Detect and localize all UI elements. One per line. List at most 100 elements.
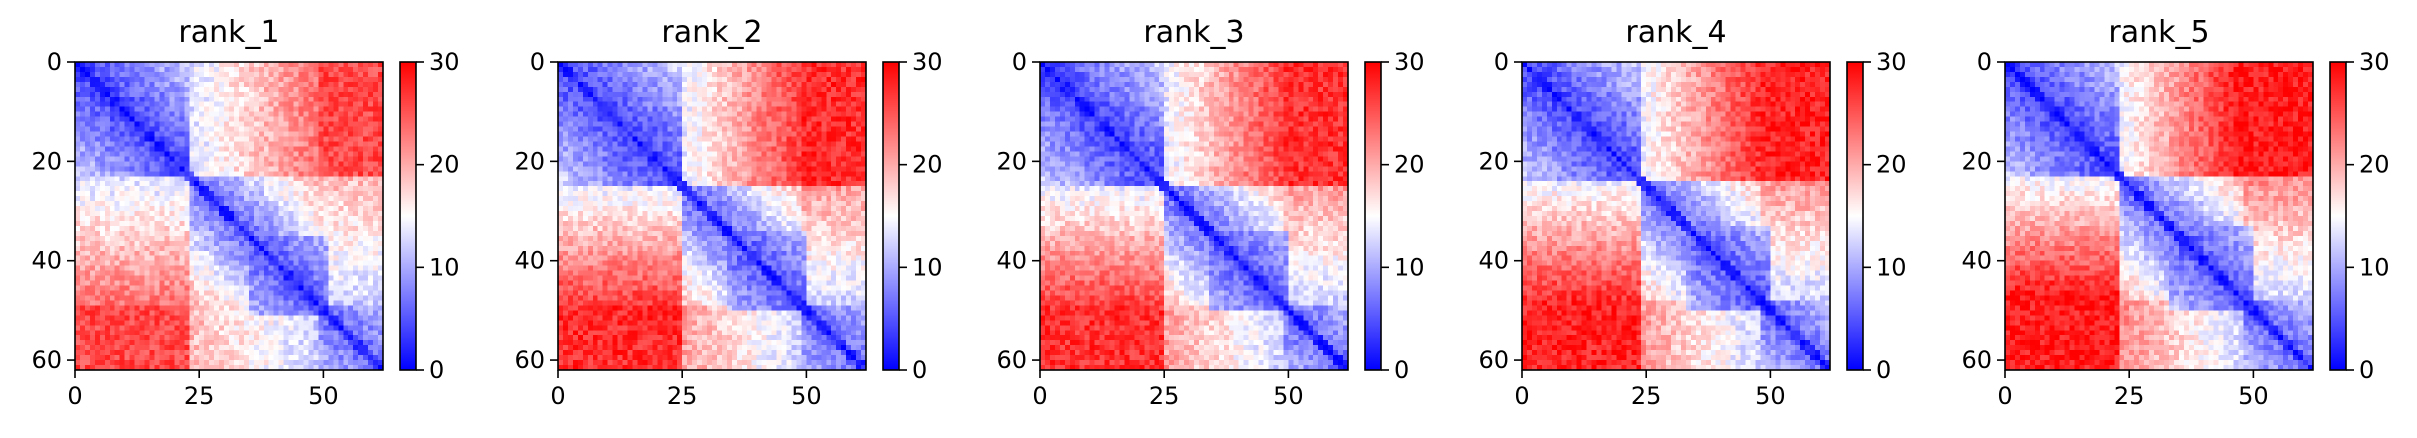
heatmap-cell [308,62,315,68]
heatmap-cell [209,91,215,98]
heatmap-cell [801,106,807,113]
heatmap-cell [194,126,200,133]
heatmap-cell [194,310,200,316]
heatmap-cell [109,161,116,167]
heatmap-cell [134,305,141,311]
heatmap-cell [243,211,250,217]
heatmap-cell [258,225,265,232]
heatmap-cell [582,136,589,143]
heatmap-cell [84,350,91,356]
heatmap-cell [238,126,245,133]
heatmap-cell [149,315,156,321]
heatmap-cell [657,131,663,138]
heatmap-cell [726,76,733,83]
heatmap-cell [348,151,354,157]
heatmap-cell [238,325,245,331]
heatmap-cell [243,350,250,356]
heatmap-cell [273,191,280,197]
heatmap-cell [233,335,240,341]
heatmap-cell [119,315,126,321]
heatmap-cell [233,350,240,356]
heatmap-cell [647,96,653,103]
heatmap-cell [751,131,758,138]
heatmap-cell [149,225,156,232]
heatmap-cell [214,260,220,267]
heatmap-cell [826,86,832,93]
heatmap-cell [333,245,339,252]
heatmap-cell [562,62,569,68]
heatmap-cell [124,66,131,73]
heatmap-cell [229,86,235,93]
heatmap-cell [238,350,245,356]
heatmap-cell [94,290,101,297]
heatmap-cell [622,131,629,138]
heatmap-cell [567,126,574,133]
heatmap-cell [189,71,195,78]
heatmap-cell [204,181,210,187]
heatmap-cell [194,315,200,321]
heatmap-cell [338,161,344,167]
heatmap-cell [657,81,663,88]
heatmap-cell [761,146,768,153]
heatmap-cell [378,181,384,187]
heatmap-cell [278,171,285,177]
heatmap-cell [771,121,778,128]
heatmap-cell [79,216,86,222]
heatmap-cell [184,300,190,307]
heatmap-cell [224,191,230,197]
heatmap-cell [214,225,220,232]
heatmap-cell [124,250,131,257]
heatmap-cell [189,121,195,128]
heatmap-cell [343,240,349,247]
heatmap-cell [214,280,220,287]
heatmap-cell [761,66,768,73]
heatmap-cell [368,345,374,351]
heatmap-cell [368,365,374,371]
heatmap-cell [258,305,265,311]
heatmap-cell [263,320,270,326]
heatmap-cell [144,295,151,302]
heatmap-cell [258,196,265,202]
heatmap-cell [75,360,81,366]
heatmap-cell [94,320,101,326]
heatmap-cell [238,240,245,247]
heatmap-cell [224,275,230,282]
heatmap-cell [75,131,81,138]
heatmap-cell [79,211,86,217]
heatmap-cell [368,310,374,316]
heatmap-cell [303,300,310,307]
heatmap-cell [89,250,96,257]
heatmap-cell [308,240,315,247]
heatmap-cell [159,191,166,197]
heatmap-cell [373,300,379,307]
heatmap-cell [84,151,91,157]
heatmap-cell [721,71,728,78]
heatmap-cell [328,365,334,371]
heatmap-cell [343,106,349,113]
heatmap-cell [348,225,354,232]
heatmap-cell [283,111,290,118]
heatmap-cell [114,220,121,227]
heatmap-cell [238,106,245,113]
heatmap-cell [288,126,295,133]
heatmap-cell [288,111,295,118]
heatmap-cell [786,76,793,83]
heatmap-cell [562,86,569,93]
heatmap-cell [119,330,126,336]
heatmap-cell [233,290,240,297]
heatmap-cell [129,345,136,351]
heatmap-cell [229,330,235,336]
heatmap-cell [134,181,141,187]
heatmap-cell [189,300,195,307]
heatmap-cell [781,141,788,148]
heatmap-cell [144,360,151,366]
heatmap-cell [736,101,743,108]
heatmap-cell [597,121,604,128]
heatmap-cell [159,290,166,297]
heatmap-cell [224,76,230,83]
heatmap-cell [124,216,131,222]
heatmap-cell [373,216,379,222]
heatmap-cell [199,240,205,247]
heatmap-cell [577,106,584,113]
heatmap-cell [144,270,151,277]
